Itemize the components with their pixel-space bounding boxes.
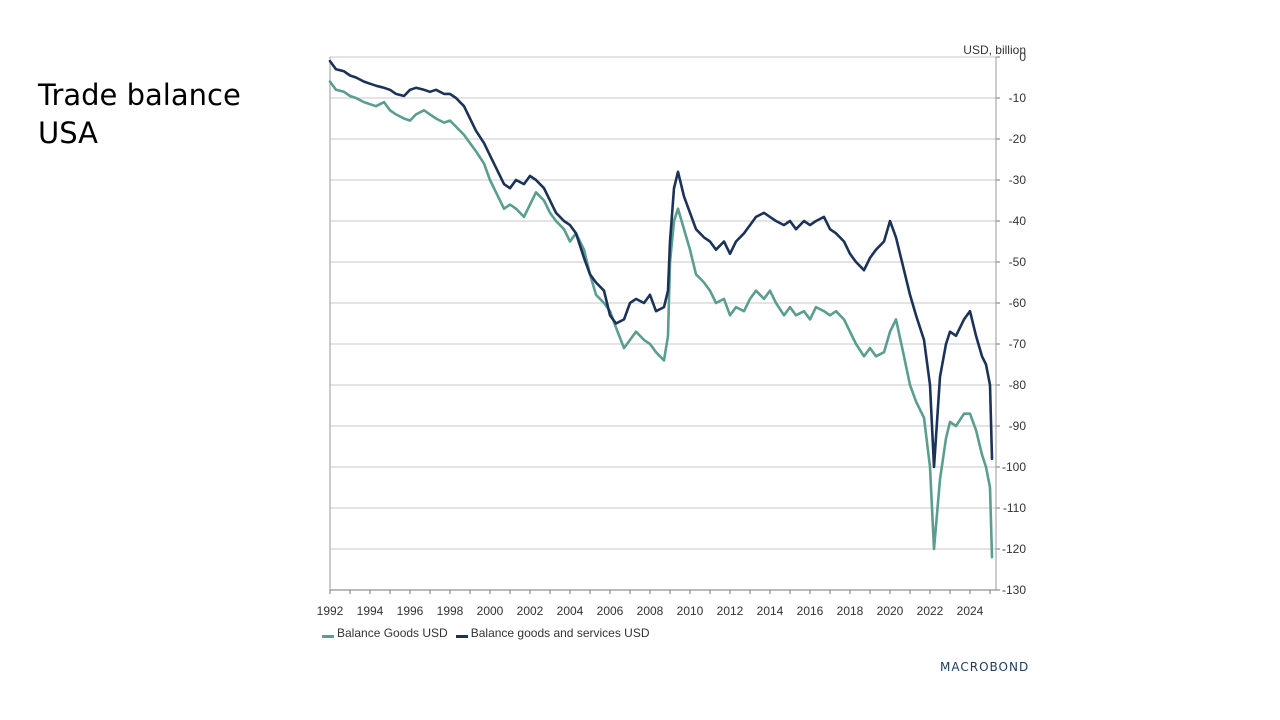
grid-layer: [330, 56, 996, 591]
legend-label-goods-services: Balance goods and services USD: [470, 626, 650, 640]
x-tick-label: 2004: [557, 604, 584, 618]
legend-item-goods: Balance Goods USD: [322, 626, 448, 640]
y-tick-label: -130: [1002, 583, 1026, 597]
series-line-goods-services: [328, 59, 994, 469]
slide-title: Trade balance USA: [38, 76, 241, 152]
legend-swatch-goods-services: [455, 635, 468, 638]
y-tick-label: -80: [1009, 378, 1027, 392]
y-tick-label: -90: [1009, 419, 1027, 433]
axis-layer: 0 -10 -20 -30 -40 -50 -60 -70 -80 -90 -100 -110 -120…: [317, 50, 1027, 618]
y-tick-label: -10: [1009, 91, 1027, 105]
x-tick-label: 2008: [637, 604, 664, 618]
slide-title-line-2: USA: [38, 116, 99, 150]
x-tick-label: 2016: [797, 604, 824, 618]
y-tick-label: -20: [1009, 132, 1027, 146]
y-tick-label: -110: [1003, 501, 1026, 515]
x-tick-label: 2012: [717, 604, 744, 618]
x-tick-label: 2022: [917, 604, 944, 618]
slide-title-line-1: Trade balance: [38, 78, 241, 112]
x-tick-label: 2020: [877, 604, 904, 618]
series-layer: [328, 59, 994, 559]
y-tick-label: -30: [1009, 173, 1027, 187]
x-tick-label: 2010: [677, 604, 704, 618]
x-tick-label: 2014: [757, 604, 784, 618]
legend-item-goods-services: Balance goods and services USD: [455, 626, 650, 640]
y-tick-label: -40: [1009, 214, 1027, 228]
y-tick-label: 0: [1019, 50, 1026, 64]
y-tick-label: -100: [1002, 460, 1026, 474]
legend-label-goods: Balance Goods USD: [337, 626, 448, 640]
y-tick-label: -50: [1009, 255, 1027, 269]
x-tick-label: 1998: [437, 604, 464, 618]
legend: Balance Goods USD Balance goods and serv…: [322, 626, 650, 640]
x-tick-label: 2002: [517, 604, 544, 618]
y-tick-label: -60: [1009, 296, 1027, 310]
y-tick-label: -70: [1009, 337, 1027, 351]
x-tick-label: 2000: [477, 604, 504, 618]
macrobond-logo: MACROBOND: [940, 660, 1030, 674]
series-line-goods: [328, 80, 994, 559]
x-tick-label: 1996: [397, 604, 424, 618]
x-tick-label: 1992: [317, 604, 344, 618]
x-tick-label: 2024: [957, 604, 984, 618]
x-tick-label: 1994: [357, 604, 384, 618]
x-tick-label: 2018: [837, 604, 864, 618]
x-tick-label: 2006: [597, 604, 624, 618]
y-tick-label: -120: [1002, 542, 1026, 556]
legend-swatch-goods: [322, 635, 334, 638]
y-axis-unit-label: USD, billion: [963, 43, 1026, 57]
